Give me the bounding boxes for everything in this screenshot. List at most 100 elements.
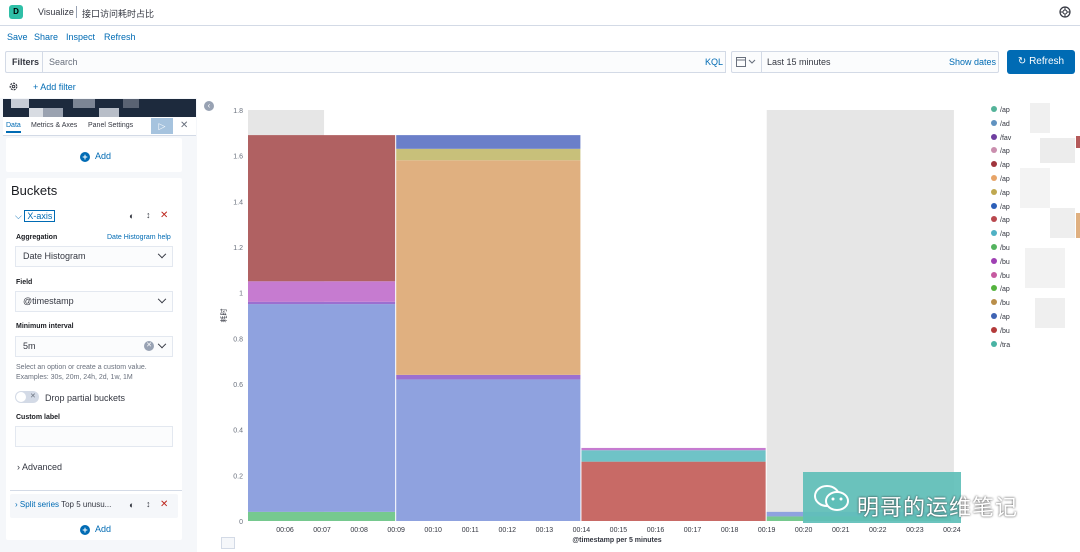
legend-item[interactable]: /bu — [991, 257, 1010, 268]
legend-item[interactable]: /ap — [991, 230, 1010, 240]
plus-icon: + — [80, 152, 90, 162]
x-tick-label: 00:10 — [424, 527, 442, 534]
interval-help-2: Examples: 30s, 20m, 24h, 2d, 1w, 1M — [16, 374, 133, 381]
legend-dot — [991, 216, 997, 223]
chevron-down-icon — [157, 339, 167, 349]
x-tick-label: 00:09 — [387, 527, 405, 534]
drag-handle-icon[interactable]: ↕ — [146, 499, 151, 509]
legend-item[interactable]: /ap — [991, 188, 1010, 199]
y-tick-label: 0.4 — [233, 428, 243, 435]
split-series-toggle[interactable]: › Split series Top 5 unusu... — [15, 500, 112, 509]
legend-item[interactable]: /ap — [991, 202, 1010, 213]
x-tick-label: 00:08 — [350, 527, 368, 534]
x-axis-label: @timestamp per 5 minutes — [572, 537, 661, 544]
x-tick-label: 00:07 — [313, 527, 331, 534]
legend-item[interactable]: /tra — [991, 340, 1010, 351]
x-tick-label: 00:16 — [647, 527, 665, 534]
refresh-button[interactable]: ↻ Refresh — [1007, 50, 1075, 74]
legend-item[interactable]: /bu — [991, 326, 1010, 337]
drag-handle-icon[interactable]: ↕ — [146, 210, 151, 220]
bar-segment — [581, 461, 766, 521]
legend-dot — [991, 106, 997, 112]
time-range-text[interactable]: Last 15 minutes — [767, 57, 831, 67]
legend-dot — [991, 161, 997, 168]
legend-item[interactable]: /fav — [991, 133, 1011, 144]
aggregation-select[interactable]: Date Histogram — [15, 246, 173, 267]
show-dates-link[interactable]: Show dates — [949, 57, 997, 67]
bar-segment — [248, 135, 396, 282]
watermark-text: 明哥的运维笔记 — [857, 496, 1019, 521]
y-tick-label: 1.8 — [233, 108, 243, 115]
remove-icon[interactable]: ✕ — [160, 499, 169, 510]
app-logo[interactable]: D — [9, 5, 23, 19]
gear-icon[interactable] — [8, 81, 19, 92]
field-select[interactable]: @timestamp — [15, 291, 173, 312]
legend-dot — [991, 244, 997, 250]
breadcrumb-current: 接口访问耗时占比 — [82, 9, 155, 19]
discard-close-icon[interactable]: ✕ — [180, 120, 189, 131]
legend-item[interactable]: /bu — [991, 299, 1010, 309]
share-link[interactable]: Share — [34, 32, 59, 42]
x-tick-label: 00:18 — [721, 527, 739, 534]
legend-item[interactable]: /ap — [991, 313, 1010, 323]
legend-item[interactable]: /ap — [991, 175, 1010, 185]
refresh-link[interactable]: Refresh — [104, 32, 136, 42]
xaxis-toggle[interactable]: ⌵ X-axis — [15, 210, 56, 222]
toggle-icon[interactable]: ◐ — [129, 500, 135, 510]
save-link[interactable]: Save — [7, 32, 28, 42]
legend-item[interactable]: /ap — [991, 216, 1010, 226]
interval-select[interactable]: 5m ✕ — [15, 336, 173, 357]
apply-changes-button[interactable]: ▷ — [151, 118, 173, 134]
chevron-down-icon — [157, 294, 167, 304]
inspect-link[interactable]: Inspect — [66, 32, 96, 42]
search-input[interactable] — [42, 51, 726, 73]
clear-icon[interactable]: ✕ — [144, 341, 154, 351]
bar-segment — [396, 374, 581, 380]
x-tick-label: 00:12 — [499, 527, 517, 534]
legend-item[interactable]: /ap — [991, 285, 1010, 295]
x-tick-label: 00:24 — [943, 527, 961, 534]
legend-label: /ap — [1000, 231, 1010, 239]
tab-metrics-axes[interactable]: Metrics & Axes — [31, 122, 78, 129]
legend-item[interactable]: /ap — [991, 147, 1010, 157]
buckets-add-button[interactable]: + Add — [80, 524, 111, 535]
legend-dot — [991, 257, 997, 264]
x-tick-label: 00:15 — [610, 527, 628, 534]
interval-label: Minimum interval — [16, 323, 74, 330]
legend-item[interactable]: /ap — [991, 161, 1010, 171]
breadcrumb-visualize[interactable]: Visualize — [38, 7, 74, 17]
help-icon[interactable] — [1058, 5, 1072, 19]
date-picker[interactable] — [731, 51, 999, 73]
custom-label-input[interactable] — [15, 426, 173, 447]
collapse-sidebar-icon[interactable]: ‹ — [204, 101, 214, 111]
legend-item[interactable]: /ap — [991, 106, 1010, 116]
date-histogram-help-link[interactable]: Date Histogram help — [107, 234, 171, 241]
bar-segment — [396, 148, 581, 161]
bar-segment — [396, 135, 581, 149]
legend-toggle-icon[interactable] — [221, 537, 235, 549]
tab-data[interactable]: Data — [6, 122, 21, 133]
add-filter-link[interactable]: + Add filter — [33, 82, 76, 92]
toggle-icon[interactable]: ◐ — [129, 211, 135, 221]
calendar-icon[interactable] — [736, 56, 756, 68]
advanced-toggle[interactable]: › Advanced — [17, 462, 63, 472]
tab-panel-settings[interactable]: Panel Settings — [88, 122, 134, 129]
drop-partial-toggle[interactable] — [15, 391, 39, 403]
legend-label: /ap — [1000, 107, 1010, 114]
buckets-title: Buckets — [11, 183, 58, 198]
y-tick-label: 0.6 — [233, 382, 243, 389]
x-tick-label: 00:13 — [536, 527, 554, 534]
y-tick-label: 0 — [239, 519, 243, 526]
legend-dot — [991, 230, 997, 237]
x-tick-label: 00:20 — [795, 527, 813, 534]
x-tick-label: 00:11 — [462, 527, 479, 534]
kql-toggle[interactable]: KQL — [705, 57, 724, 67]
legend-item[interactable]: /bu — [991, 271, 1010, 282]
refresh-icon: ↻ — [1017, 56, 1030, 67]
remove-icon[interactable]: ✕ — [160, 210, 169, 221]
legend-item[interactable]: /bu — [991, 244, 1010, 254]
date-separator — [761, 52, 762, 72]
legend-item[interactable]: /ad — [991, 119, 1010, 130]
metrics-add-button[interactable]: + Add — [80, 151, 111, 162]
y-tick-label: 1.6 — [233, 154, 243, 161]
